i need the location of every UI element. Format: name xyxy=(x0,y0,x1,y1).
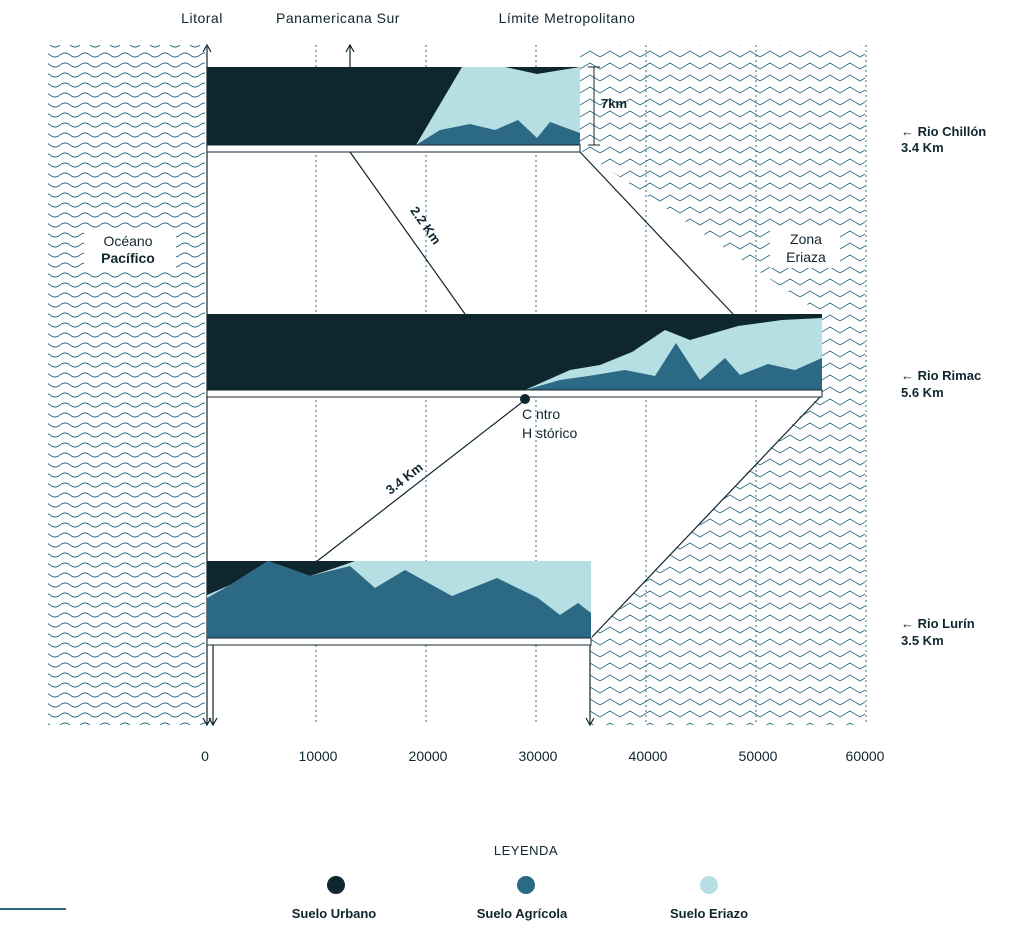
band-lurin-base xyxy=(206,637,592,646)
river-rimac-name: ← Rio Rimac xyxy=(901,368,981,383)
legend-title: LEYENDA xyxy=(494,843,558,858)
legend-swatch-eriazo xyxy=(700,876,718,894)
axis-tick-20000: 20000 xyxy=(409,748,448,764)
legend: LEYENDA Suelo Urbano Suelo Agrícola Suel… xyxy=(292,843,748,921)
ocean-texture xyxy=(48,45,205,725)
legend-label-urbano: Suelo Urbano xyxy=(292,906,377,921)
axis-tick-30000: 30000 xyxy=(519,748,558,764)
ocean-label-line1: Océano xyxy=(103,233,152,249)
eriaza-label-line1: Zona xyxy=(790,231,822,247)
legend-label-eriazo: Suelo Eriazo xyxy=(670,906,748,921)
axis-tick-50000: 50000 xyxy=(739,748,778,764)
distance-34-label: 3.4 Km xyxy=(383,459,426,497)
litoral-label: Litoral xyxy=(181,10,223,26)
band-chillon-eriazo xyxy=(416,67,580,145)
axis-tick-10000: 10000 xyxy=(299,748,338,764)
connector-lines xyxy=(315,151,823,638)
band-rimac-base xyxy=(206,389,823,398)
eriaza-texture xyxy=(580,45,865,725)
band-rimac xyxy=(206,314,823,398)
eriaza-label-bg xyxy=(770,226,840,268)
limite-label: Límite Metropolitano xyxy=(499,10,636,26)
band-lurin xyxy=(206,561,592,646)
band-lurin-agricola xyxy=(207,561,591,638)
river-lurin-name: ← Rio Lurín xyxy=(901,616,975,631)
centro-historico-line2: H stórico xyxy=(522,425,577,441)
centro-historico-marker xyxy=(520,394,530,404)
centro-historico-line1: C ntro xyxy=(522,406,560,422)
legend-swatch-agricola xyxy=(517,876,535,894)
width-7km-bracket xyxy=(588,66,600,146)
river-chillon-name: ← Rio Chillón xyxy=(901,124,986,139)
panamericana-label: Panamericana Sur xyxy=(276,10,400,26)
limite-axis xyxy=(585,645,595,727)
band-rimac-agricola xyxy=(525,343,822,390)
river-lurin-length: 3.5 Km xyxy=(901,633,944,648)
width-7km-label: 7km xyxy=(601,96,627,111)
river-rimac-length: 5.6 Km xyxy=(901,385,944,400)
river-chillon-length: 3.4 Km xyxy=(901,140,944,155)
axis-tick-60000: 60000 xyxy=(846,748,885,764)
legend-swatch-urbano xyxy=(327,876,345,894)
legend-label-agricola: Suelo Agrícola xyxy=(477,906,568,921)
band-lurin-urbano xyxy=(207,561,355,595)
band-chillon-base xyxy=(206,144,581,153)
eriaza-label-line2: Eriaza xyxy=(786,249,826,265)
band-chillon xyxy=(206,67,581,153)
ocean-label-line2: Pacífico xyxy=(101,250,155,266)
ocean-label-bg xyxy=(84,228,176,268)
axis-tick-40000: 40000 xyxy=(629,748,668,764)
band-chillon-agricola xyxy=(416,120,580,145)
axis-tick-0: 0 xyxy=(201,748,209,764)
